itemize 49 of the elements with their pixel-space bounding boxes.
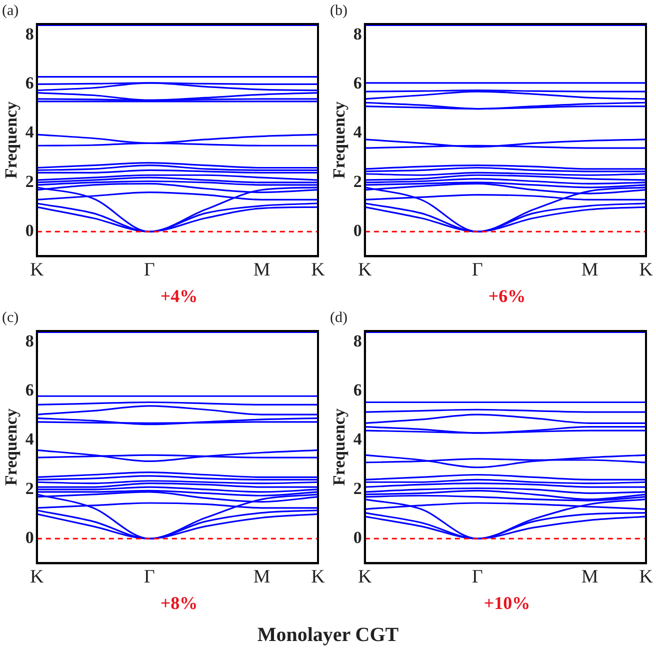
x-tick-label: Γ — [144, 566, 155, 588]
y-tick-label: 2 — [353, 172, 362, 191]
text: +6% — [487, 285, 527, 307]
x-tick-label: M — [253, 260, 270, 281]
y-tick-label: 6 — [353, 74, 362, 93]
y-tick-label: 2 — [25, 172, 34, 191]
y-tick-label: 4 — [25, 122, 34, 142]
y-tick-label: 8 — [25, 331, 34, 350]
x-tick-label: K — [358, 260, 372, 281]
x-tick-label: Γ — [472, 566, 483, 588]
y-tick-label: 0 — [25, 221, 34, 240]
y-tick-label: 0 — [25, 528, 34, 548]
chart-title: (c) — [2, 310, 19, 326]
x-tick-label: M — [253, 566, 270, 588]
y-tick-label: 4 — [353, 430, 362, 449]
text: +4% — [159, 285, 199, 307]
x-tick-label: M — [581, 566, 598, 588]
y-tick-label: 6 — [353, 380, 362, 400]
x-tick-label: K — [311, 260, 326, 281]
y-axis-title: Frequency — [330, 408, 349, 486]
chart-title: (d) — [330, 310, 348, 326]
y-tick-label: 2 — [353, 478, 362, 498]
chart-title: (b) — [330, 2, 348, 19]
text: +8% — [159, 592, 199, 614]
y-tick-label: 6 — [25, 380, 34, 400]
y-tick-label: 4 — [25, 430, 34, 449]
y-tick-label: 0 — [353, 221, 362, 240]
y-tick-label: 4 — [353, 122, 362, 142]
x-tick-label: Γ — [144, 260, 155, 281]
y-tick-label: 2 — [25, 478, 34, 498]
y-tick-label: 8 — [353, 24, 362, 44]
x-tick-label: K — [639, 566, 654, 588]
y-tick-label: 8 — [353, 331, 362, 350]
y-tick-label: 6 — [25, 74, 34, 93]
y-axis-title: Frequency — [330, 101, 349, 179]
text: +10% — [482, 592, 532, 614]
y-axis-title: Frequency — [2, 408, 21, 486]
x-tick-label: K — [30, 260, 44, 281]
y-tick-label: 0 — [353, 528, 362, 548]
y-tick-label: 8 — [25, 24, 34, 44]
x-tick-label: K — [30, 566, 44, 588]
y-axis-title: Frequency — [2, 101, 21, 179]
x-tick-label: Γ — [472, 260, 483, 281]
x-tick-label: M — [581, 260, 598, 281]
x-tick-label: K — [639, 260, 654, 281]
text: Monolayer CGT — [256, 624, 400, 647]
x-tick-label: K — [311, 566, 326, 588]
chart-title: (a) — [2, 2, 19, 19]
x-tick-label: K — [358, 566, 372, 588]
